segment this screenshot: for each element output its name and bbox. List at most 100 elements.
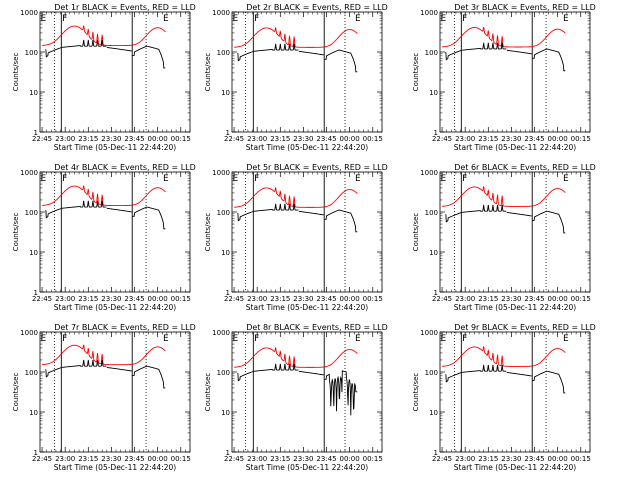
y-tick-label: 100: [217, 49, 230, 57]
lld-series-line: [234, 187, 358, 208]
x-tick-label: 23:15: [270, 135, 290, 143]
region-marker: E: [40, 334, 46, 344]
lld-series-line: [442, 346, 566, 367]
detector-panel: Det 2r BLACK = Events, RED = LLD 1 10 100 10…: [204, 3, 388, 152]
events-series-line: [237, 203, 358, 233]
x-tick-label: 23:30: [501, 455, 521, 463]
y-tick-label: 100: [217, 369, 230, 377]
lld-series-line: [442, 186, 566, 207]
x-tick-label: 23:30: [293, 135, 313, 143]
x-tick-label: 00:00: [548, 455, 568, 463]
events-series-line: [45, 359, 166, 389]
panel-title: Det 7r BLACK = Events, RED = LLD: [54, 323, 196, 332]
y-tick-label: 1: [34, 129, 38, 137]
y-tick-label: 1: [226, 449, 230, 457]
x-tick-label: 00:15: [571, 455, 591, 463]
y-tick-label: 1000: [20, 329, 38, 337]
y-tick-label: 1: [226, 289, 230, 297]
x-axis-label: Start Time (05-Dec-11 22:44:20): [246, 463, 368, 472]
y-tick-label: 10: [29, 409, 38, 417]
y-tick-label: 10: [221, 409, 230, 417]
lld-series-line: [234, 27, 358, 48]
panel-title: Det 6r BLACK = Events, RED = LLD: [454, 163, 596, 172]
y-tick-label: 1000: [420, 9, 438, 17]
x-tick-label: 22:45: [432, 295, 452, 303]
panel-title: Det 3r BLACK = Events, RED = LLD: [454, 3, 596, 12]
y-tick-label: 100: [25, 369, 38, 377]
y-axis-label: Counts/sec: [412, 53, 420, 92]
events-series-line: [237, 43, 358, 73]
detector-panel: Det 7r BLACK = Events, RED = LLD 1 10 100 10…: [12, 323, 196, 472]
plot-frame: [39, 331, 191, 453]
panel-title: Det 2r BLACK = Events, RED = LLD: [246, 3, 388, 12]
x-tick-label: 23:30: [293, 295, 313, 303]
x-axis-label: Start Time (05-Dec-11 22:44:20): [54, 303, 176, 312]
x-tick-label: 22:45: [32, 295, 52, 303]
x-axis-label: Start Time (05-Dec-11 22:44:20): [246, 303, 368, 312]
events-series-line: [45, 200, 166, 230]
plot-frame: [231, 331, 383, 453]
region-marker: F: [462, 334, 467, 344]
x-axis-label: Start Time (05-Dec-11 22:44:20): [246, 143, 368, 152]
x-tick-label: 23:15: [78, 135, 98, 143]
detector-panel: Det 6r BLACK = Events, RED = LLD 1 10 100 10…: [412, 163, 596, 312]
x-tick-label: 23:45: [524, 135, 544, 143]
plot-frame: [439, 11, 591, 133]
region-marker: F: [62, 174, 67, 184]
region-marker: F: [254, 174, 259, 184]
y-axis-label: Counts/sec: [12, 53, 20, 92]
events-series-line: [237, 363, 358, 416]
events-series-line: [45, 39, 166, 69]
x-tick-label: 22:45: [32, 455, 52, 463]
x-tick-label: 23:00: [455, 455, 475, 463]
plot-frame: [439, 331, 591, 453]
x-tick-label: 00:00: [148, 455, 168, 463]
region-marker: E: [163, 14, 169, 24]
x-tick-label: 23:15: [78, 455, 98, 463]
region-marker: E: [355, 14, 361, 24]
region-marker: E: [232, 174, 238, 184]
panel-title: Det 8r BLACK = Events, RED = LLD: [246, 323, 388, 332]
x-tick-label: 00:00: [148, 135, 168, 143]
region-marker: F: [62, 14, 67, 24]
region-marker: E: [563, 14, 569, 24]
x-axis-label: Start Time (05-Dec-11 22:44:20): [454, 463, 576, 472]
x-tick-label: 23:45: [124, 295, 144, 303]
x-tick-label: 23:15: [478, 455, 498, 463]
x-tick-label: 23:00: [455, 295, 475, 303]
region-marker: E: [40, 174, 46, 184]
detector-panel: Det 4r BLACK = Events, RED = LLD 1 10 100 10…: [12, 163, 196, 312]
region-marker: E: [355, 334, 361, 344]
detector-panel: Det 9r BLACK = Events, RED = LLD 1 10 100 10…: [412, 323, 596, 472]
x-tick-label: 23:30: [101, 135, 121, 143]
x-tick-label: 23:45: [124, 135, 144, 143]
x-tick-label: 22:45: [224, 295, 244, 303]
region-marker: E: [232, 14, 238, 24]
y-tick-label: 1000: [20, 9, 38, 17]
panel-title: Det 4r BLACK = Events, RED = LLD: [54, 163, 196, 172]
x-tick-label: 23:45: [124, 455, 144, 463]
plot-frame: [39, 11, 191, 133]
region-marker: E: [440, 174, 446, 184]
lld-series-line: [234, 347, 358, 368]
y-axis-label: Counts/sec: [204, 373, 212, 412]
x-tick-label: 23:15: [478, 135, 498, 143]
plot-frame: [439, 171, 591, 293]
region-marker: F: [254, 334, 259, 344]
y-tick-label: 100: [425, 369, 438, 377]
x-tick-label: 23:45: [316, 295, 336, 303]
x-tick-label: 23:00: [55, 295, 75, 303]
panel-title: Det 9r BLACK = Events, RED = LLD: [454, 323, 596, 332]
region-marker: E: [440, 334, 446, 344]
plot-frame: [231, 11, 383, 133]
x-tick-label: 22:45: [32, 135, 52, 143]
x-tick-label: 23:45: [524, 455, 544, 463]
y-tick-label: 1000: [212, 169, 230, 177]
x-tick-label: 00:15: [571, 295, 591, 303]
y-tick-label: 100: [425, 49, 438, 57]
x-tick-label: 00:15: [363, 135, 383, 143]
x-tick-label: 22:45: [224, 135, 244, 143]
x-tick-label: 00:15: [363, 295, 383, 303]
